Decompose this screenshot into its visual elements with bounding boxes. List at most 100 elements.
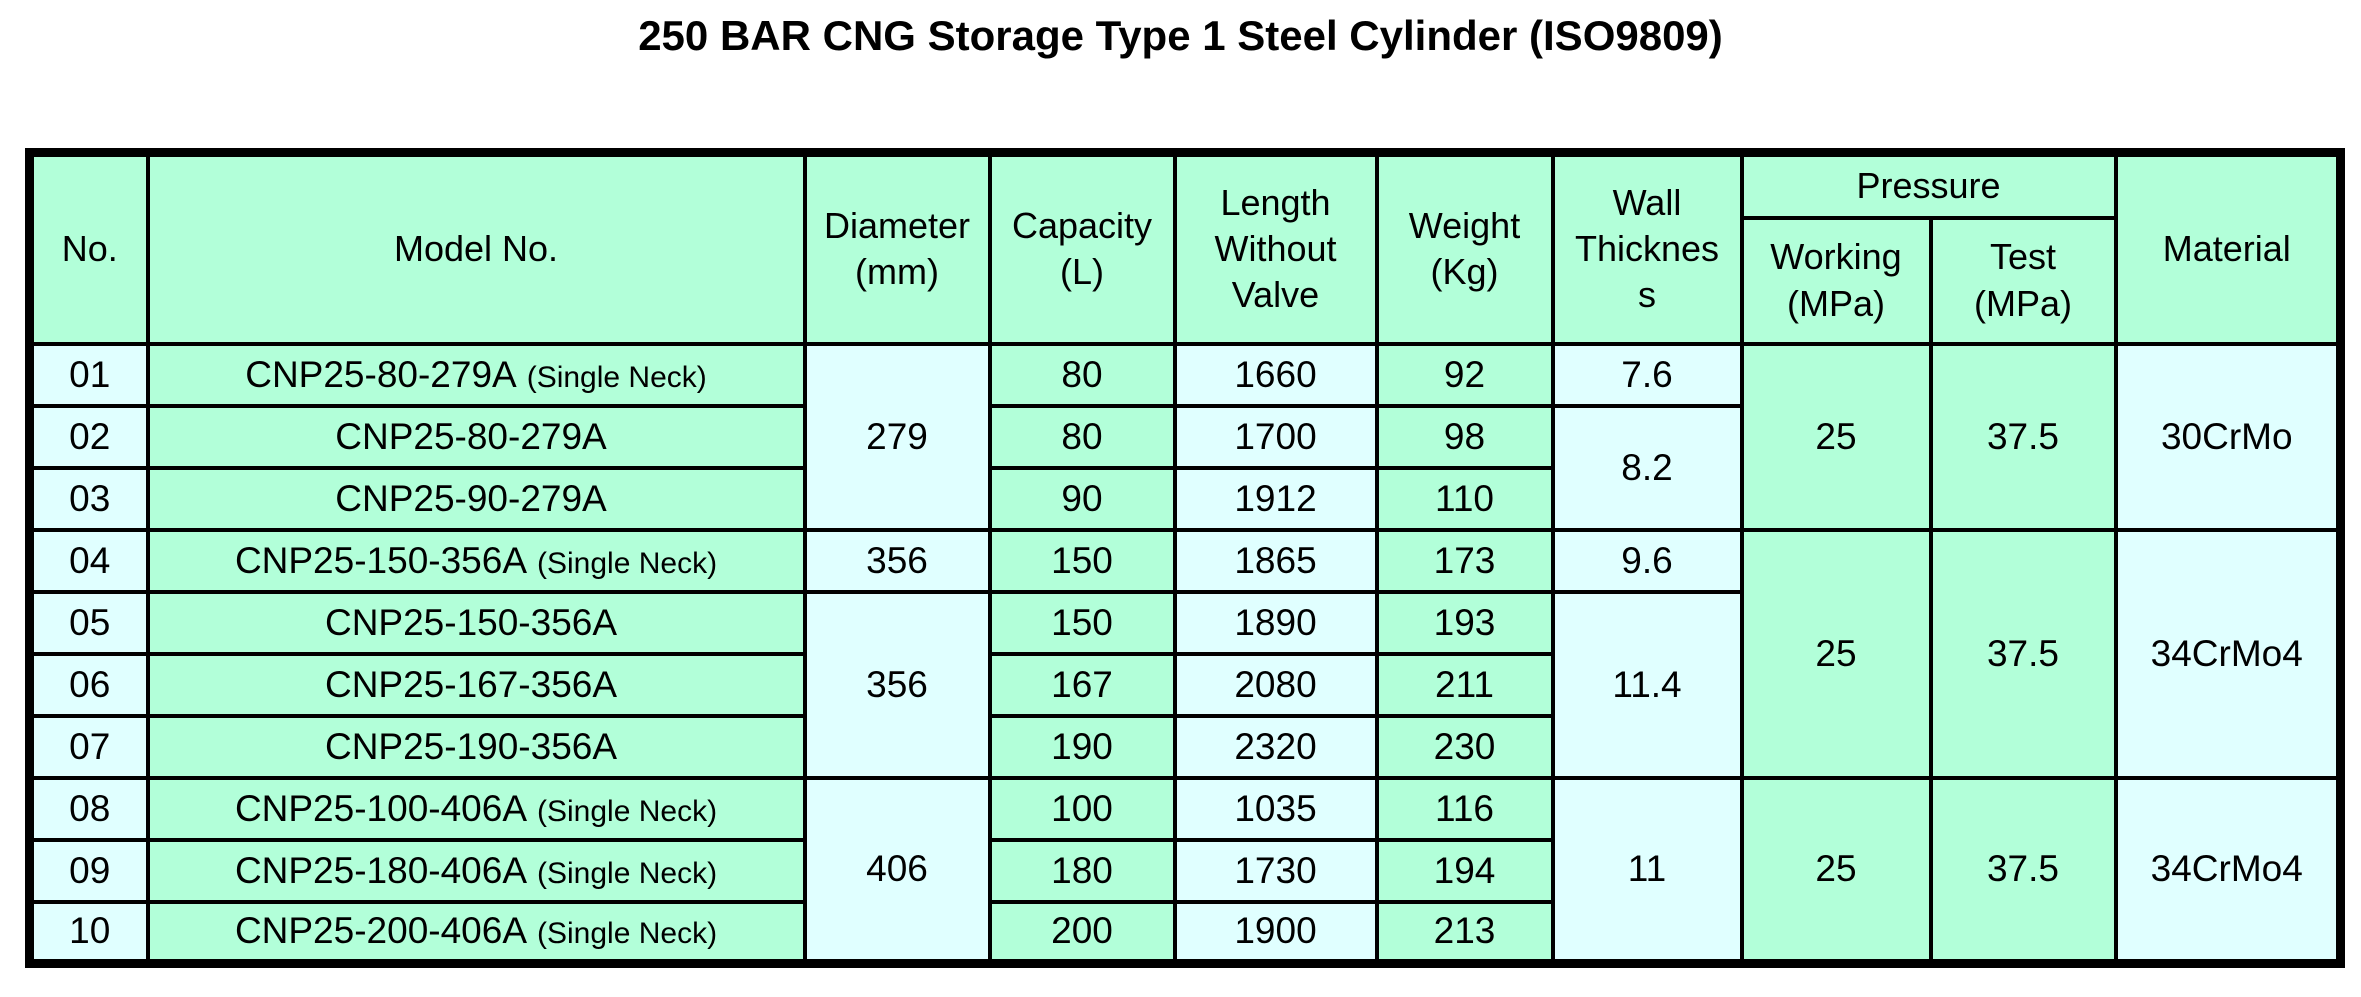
model-number: CNP25-90-279A	[335, 477, 607, 519]
cell-length: 1912	[1172, 465, 1379, 532]
table-body: 01 CNP25-80-279A (Single Neck) 279 80 166…	[27, 341, 2343, 966]
cell-model: CNP25-150-356A	[145, 589, 807, 656]
cell-working-pressure: 25	[1739, 775, 1933, 966]
cell-wall-thickness: 9.6	[1550, 527, 1744, 594]
cell-no: 07	[27, 713, 150, 780]
cell-capacity: 150	[987, 527, 1177, 594]
cell-capacity: 180	[987, 837, 1177, 904]
header-capacity: Capacity (L)	[987, 150, 1177, 346]
cell-diameter: 356	[802, 589, 992, 780]
model-number: CNP25-200-406A	[234, 910, 527, 952]
cell-diameter: 406	[802, 775, 992, 966]
cell-length: 1660	[1172, 341, 1379, 408]
cell-weight: 213	[1374, 899, 1555, 966]
table-row: 10 CNP25-200-406A (Single Neck) 200 1900 …	[27, 899, 2341, 966]
cell-capacity: 80	[987, 403, 1177, 470]
header-working-pressure: Working (MPa)	[1739, 215, 1933, 346]
table-row: 02 CNP25-80-279A 80 1700 98 8.2	[27, 403, 2341, 532]
model-number: CNP25-180-406A	[234, 849, 527, 891]
cell-working-pressure: 25	[1739, 341, 1933, 532]
cell-diameter: 279	[802, 341, 992, 532]
cell-model: CNP25-90-279A	[145, 465, 807, 532]
cell-model: CNP25-167-356A	[145, 651, 807, 718]
model-number: CNP25-150-356A	[234, 539, 527, 581]
page-title: 250 BAR CNG Storage Type 1 Steel Cylinde…	[638, 12, 1723, 59]
header-row-2: Working (MPa) Test (MPa)	[30, 215, 2341, 346]
cell-test-pressure: 37.5	[1928, 341, 2118, 532]
header-row-1: No. Model No. Diameter (mm) Capacity (L)…	[27, 150, 2343, 346]
table-row: 05 CNP25-150-356A 356 150 1890 193 11.4	[27, 589, 2341, 780]
cell-diameter: 356	[802, 527, 992, 594]
cell-weight: 211	[1374, 651, 1555, 718]
cell-length: 1890	[1172, 589, 1379, 656]
table-row: 03 CNP25-90-279A 90 1912 110	[27, 465, 2341, 532]
cell-wall-thickness: 7.6	[1550, 341, 1744, 408]
model-number: CNP25-167-356A	[324, 663, 618, 705]
cell-wall-thickness: 11	[1550, 775, 1744, 966]
cell-no: 06	[27, 651, 150, 718]
cell-material: 34CrMo4	[2113, 775, 2343, 966]
cell-length: 1035	[1172, 775, 1379, 842]
cell-weight: 92	[1374, 341, 1555, 408]
cell-weight: 194	[1374, 837, 1555, 904]
cell-weight: 110	[1374, 465, 1555, 532]
cell-capacity: 150	[987, 589, 1177, 656]
cell-material: 34CrMo4	[2113, 527, 2343, 780]
header-weight: Weight (Kg)	[1374, 150, 1555, 346]
table-header: No. Model No. Diameter (mm) Capacity (L)…	[27, 150, 2343, 346]
cell-weight: 116	[1374, 775, 1555, 842]
cell-no: 04	[27, 527, 150, 594]
model-note: (Single Neck)	[537, 856, 718, 890]
cell-capacity: 190	[987, 713, 1177, 780]
model-number: CNP25-150-356A	[324, 601, 618, 643]
cell-no: 09	[27, 837, 150, 904]
model-number: CNP25-190-356A	[324, 725, 618, 767]
cell-weight: 173	[1374, 527, 1555, 594]
cell-no: 10	[27, 899, 150, 966]
cell-length: 1700	[1172, 403, 1379, 470]
header-pressure: Pressure	[1739, 150, 2118, 220]
header-model: Model No.	[145, 150, 807, 346]
header-diameter: Diameter (mm)	[802, 150, 992, 346]
cell-no: 03	[27, 465, 150, 532]
cell-capacity: 200	[987, 899, 1177, 966]
cell-length: 2080	[1172, 651, 1379, 718]
header-wall-thickness: Wall Thicknes s	[1550, 150, 1744, 346]
cell-model: CNP25-150-356A (Single Neck)	[145, 527, 807, 594]
cell-capacity: 167	[987, 651, 1177, 718]
header-no: No.	[27, 150, 150, 346]
cell-no: 01	[27, 341, 150, 408]
cell-wall-thickness: 11.4	[1550, 589, 1744, 780]
cell-no: 05	[27, 589, 150, 656]
cell-model: CNP25-80-279A	[145, 403, 807, 470]
header-length: Length Without Valve	[1172, 150, 1379, 346]
model-number: CNP25-80-279A	[245, 353, 517, 395]
model-note: (Single Neck)	[537, 794, 718, 828]
header-test-pressure: Test (MPa)	[1928, 215, 2118, 346]
table-row: 04 CNP25-150-356A (Single Neck) 356 150 1…	[27, 527, 2343, 780]
cell-model: CNP25-190-356A	[145, 713, 807, 780]
cell-test-pressure: 37.5	[1928, 775, 2118, 966]
cell-weight: 230	[1374, 713, 1555, 780]
cell-capacity: 90	[987, 465, 1177, 532]
table-row: 07 CNP25-190-356A 190 2320 230	[27, 713, 2341, 780]
model-note: (Single Neck)	[526, 360, 707, 394]
cell-material: 30CrMo	[2113, 341, 2343, 532]
table-row: 09 CNP25-180-406A (Single Neck) 180 1730 …	[27, 837, 2341, 904]
cell-length: 2320	[1172, 713, 1379, 780]
table-row: 06 CNP25-167-356A 167 2080 211	[27, 651, 2341, 718]
cell-model: CNP25-100-406A (Single Neck)	[145, 775, 807, 842]
table-row: 08 CNP25-100-406A (Single Neck) 406 100 1…	[27, 775, 2343, 966]
cell-capacity: 100	[987, 775, 1177, 842]
cell-length: 1900	[1172, 899, 1379, 966]
cell-wall-thickness: 8.2	[1550, 403, 1744, 532]
model-note: (Single Neck)	[537, 917, 718, 951]
cell-length: 1865	[1172, 527, 1379, 594]
cell-capacity: 80	[987, 341, 1177, 408]
cell-weight: 193	[1374, 589, 1555, 656]
cell-no: 02	[27, 403, 150, 470]
model-number: CNP25-100-406A	[234, 787, 527, 829]
cell-model: CNP25-80-279A (Single Neck)	[145, 341, 807, 408]
table-row: 01 CNP25-80-279A (Single Neck) 279 80 166…	[27, 341, 2343, 532]
